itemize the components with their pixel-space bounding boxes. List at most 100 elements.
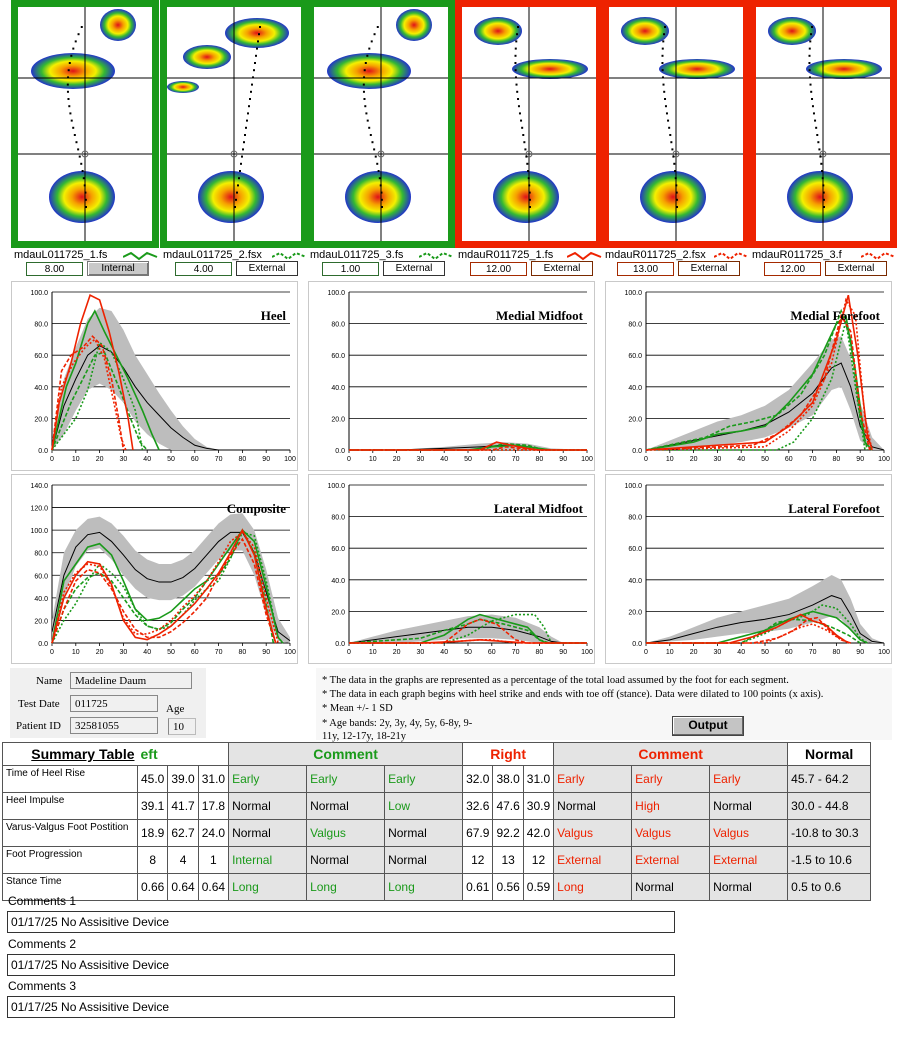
summary-row: Foot Progression 8 4 1 Internal Normal Normal… — [2, 846, 872, 874]
footprint-angle-value[interactable]: 13.00 — [617, 262, 674, 276]
cop-point — [376, 26, 379, 28]
comments-1-label: Comments 1 — [8, 894, 77, 908]
footprint-line-key — [861, 251, 896, 261]
cop-point — [517, 105, 520, 108]
cop-point — [525, 155, 528, 158]
footprint-rotation-button[interactable]: Internal — [87, 261, 149, 276]
x-tick-label: 0 — [347, 649, 351, 656]
right-comment-header: Comment — [553, 742, 789, 766]
right-comment: High — [631, 792, 711, 820]
left-value: 0.66 — [136, 873, 169, 901]
comments-2-field[interactable]: 01/17/25 No Assisitive Device — [7, 954, 675, 976]
right-comment: Normal — [553, 792, 633, 820]
cop-point — [251, 83, 253, 86]
y-tick-label: 40.0 — [331, 385, 345, 392]
patient-id-field[interactable]: 32581055 — [70, 717, 158, 734]
x-tick-label: 60 — [488, 456, 496, 463]
cop-point — [675, 198, 678, 201]
footprint-3[interactable] — [307, 0, 455, 248]
cop-point — [66, 90, 69, 93]
y-tick-label: 60.0 — [331, 546, 345, 553]
footprint-rotation-button[interactable]: External — [825, 261, 887, 276]
notes-panel — [316, 668, 892, 740]
test-date-field[interactable]: 011725 — [70, 695, 158, 712]
name-field[interactable]: Madeline Daum — [70, 672, 192, 689]
x-tick-label: 100 — [284, 456, 296, 463]
left-value: 62.7 — [167, 819, 199, 847]
y-tick-label: 80.0 — [628, 322, 642, 329]
right-comment: Valgus — [553, 819, 633, 847]
y-tick-label: 80.0 — [331, 515, 345, 522]
comments-3-field[interactable]: 01/17/25 No Assisitive Device — [7, 996, 675, 1018]
pressure-blob — [512, 59, 588, 79]
x-tick-label: 50 — [167, 456, 175, 463]
age-field[interactable]: 10 — [168, 718, 196, 735]
cop-point — [234, 206, 236, 208]
right-trial-line — [51, 294, 134, 451]
cop-point — [364, 62, 367, 64]
footprint-5[interactable] — [602, 0, 750, 248]
left-comment: Internal — [228, 846, 308, 874]
footprint-rotation-button[interactable]: External — [383, 261, 445, 276]
footprint-2[interactable] — [160, 0, 308, 248]
right-trial-line — [349, 446, 587, 451]
right-comment: Early — [553, 765, 633, 793]
footprint-filename: mdauL011725_1.fs — [14, 249, 108, 261]
left-value: 39.0 — [167, 765, 199, 793]
footprint-angle-value[interactable]: 8.00 — [26, 262, 83, 276]
sd-band — [646, 575, 884, 643]
normal-range: 30.0 - 44.8 — [787, 792, 872, 820]
left-trial-line — [646, 320, 866, 451]
normal-header: Normal — [787, 742, 872, 766]
cop-point — [379, 184, 382, 187]
footprint-line-key — [272, 251, 307, 261]
cop-point — [248, 105, 250, 108]
cop-point — [83, 184, 86, 187]
left-value: 1 — [197, 846, 230, 874]
x-tick-label: 0 — [50, 456, 54, 463]
x-tick-label: 20 — [96, 649, 104, 656]
x-tick-label: 70 — [512, 649, 520, 656]
cop-point — [514, 47, 517, 50]
footprint-angle-value[interactable]: 12.00 — [764, 262, 821, 276]
chart-lateral-midfoot: 0.0 20.0 40.0 60.0 80.0 100.0 0 10 20 30 40 50 60 70 8… — [308, 474, 595, 664]
left-comment: Normal — [384, 846, 464, 874]
cop-point — [368, 126, 371, 129]
cop-point — [68, 105, 71, 108]
footprint-angle-value[interactable]: 4.00 — [175, 262, 232, 276]
pressure-blob — [806, 59, 882, 79]
footprint-angle-value[interactable]: 1.00 — [322, 262, 379, 276]
footprint-rotation-button[interactable]: External — [531, 261, 593, 276]
comments-1-field[interactable]: 01/17/25 No Assisitive Device — [7, 911, 675, 933]
x-tick-label: 30 — [120, 456, 128, 463]
summary-title: Summary Table — [2, 742, 138, 766]
footprint-4[interactable] — [455, 0, 603, 248]
cop-point — [816, 134, 819, 136]
footprint-rotation-button[interactable]: External — [236, 261, 298, 276]
cop-point — [812, 112, 815, 115]
y-tick-label: 40.0 — [628, 385, 642, 392]
x-tick-label: 50 — [761, 456, 769, 463]
chart-composite: 0.0 20.0 40.0 60.0 80.0 100.0 120.0 140.0 0 10 20 3… — [11, 474, 298, 664]
cop-point — [257, 40, 259, 43]
cop-point — [240, 162, 242, 165]
footprint-angle-value[interactable]: 12.00 — [470, 262, 527, 276]
footprint-6[interactable] — [749, 0, 897, 248]
cop-point — [72, 126, 75, 129]
chart-title: Medial Forefoot — [790, 308, 880, 323]
y-tick-label: 60.0 — [34, 573, 48, 580]
cop-point — [808, 69, 811, 72]
chart-heel: 0.0 20.0 40.0 60.0 80.0 100.0 0 10 20 30 40 50 60 70 8… — [11, 281, 298, 471]
cop-point — [259, 26, 261, 28]
x-tick-label: 90 — [559, 649, 567, 656]
output-button[interactable]: Output — [672, 716, 744, 736]
cop-point — [82, 177, 85, 180]
x-tick-label: 60 — [191, 456, 199, 463]
cop-point — [249, 98, 251, 100]
x-tick-label: 90 — [262, 456, 270, 463]
footprint-rotation-button[interactable]: External — [678, 261, 740, 276]
pressure-blob — [49, 171, 115, 223]
y-tick-label: 20.0 — [34, 618, 48, 625]
cop-point — [675, 191, 678, 194]
footprint-1[interactable] — [11, 0, 159, 248]
